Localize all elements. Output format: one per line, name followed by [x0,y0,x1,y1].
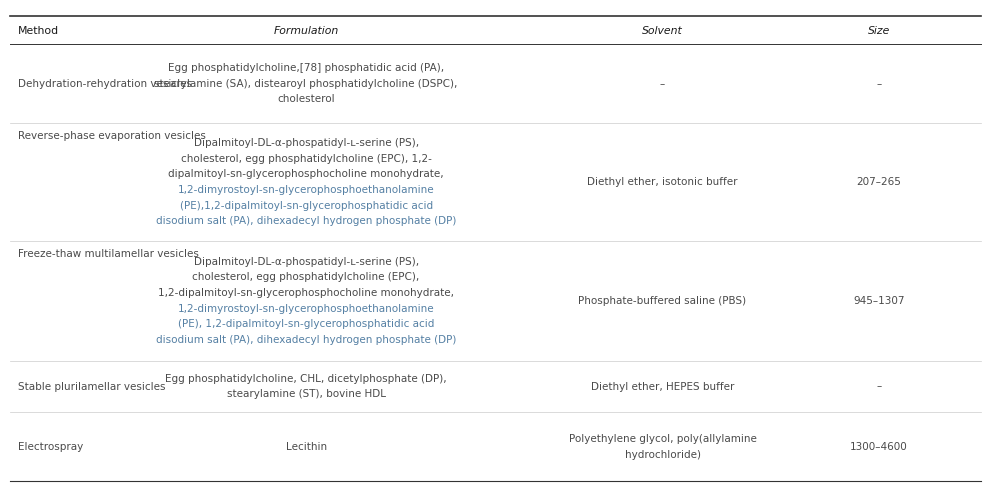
Text: cholesterol: cholesterol [277,94,335,104]
Text: –: – [876,79,882,89]
Text: –: – [660,79,665,89]
Text: disodium salt (PA), dihexadecyl hydrogen phosphate (DP): disodium salt (PA), dihexadecyl hydrogen… [156,335,456,345]
Text: Egg phosphatidylcholine,[78] phosphatidic acid (PA),: Egg phosphatidylcholine,[78] phosphatidi… [168,63,444,73]
Text: Stable plurilamellar vesicles: Stable plurilamellar vesicles [18,382,165,392]
Text: Egg phosphatidylcholine, CHL, dicetylphosphate (DP),: Egg phosphatidylcholine, CHL, dicetylpho… [165,374,447,384]
Text: disodium salt (PA), dihexadecyl hydrogen phosphate (DP): disodium salt (PA), dihexadecyl hydrogen… [156,216,456,226]
Text: Phosphate-buffered saline (PBS): Phosphate-buffered saline (PBS) [579,296,746,306]
Text: 1300–4600: 1300–4600 [850,442,908,452]
Text: Diethyl ether, HEPES buffer: Diethyl ether, HEPES buffer [591,382,734,392]
Text: 945–1307: 945–1307 [853,296,905,306]
Text: Freeze-thaw multilamellar vesicles: Freeze-thaw multilamellar vesicles [18,248,198,259]
Text: stearylamine (ST), bovine HDL: stearylamine (ST), bovine HDL [227,389,385,400]
Text: stearylamine (SA), distearoyl phosphatidylcholine (DSPC),: stearylamine (SA), distearoyl phosphatid… [155,79,458,89]
Text: (PE), 1,2-dipalmitoyl-sn-glycerophosphatidic acid: (PE), 1,2-dipalmitoyl-sn-glycerophosphat… [178,319,434,330]
Text: dipalmitoyl-sn-glycerophosphocholine monohydrate,: dipalmitoyl-sn-glycerophosphocholine mon… [168,169,444,179]
Text: Method: Method [18,27,58,36]
Text: –: – [876,382,882,392]
Text: 207–265: 207–265 [856,177,902,187]
Text: Size: Size [868,27,890,36]
Text: 1,2-dimyrostoyl-sn-glycerophosphoethanolamine: 1,2-dimyrostoyl-sn-glycerophosphoethanol… [177,185,434,195]
Text: cholesterol, egg phosphatidylcholine (EPC),: cholesterol, egg phosphatidylcholine (EP… [192,273,420,282]
Text: cholesterol, egg phosphatidylcholine (EPC), 1,2-: cholesterol, egg phosphatidylcholine (EP… [180,154,431,164]
Text: 1,2-dipalmitoyl-sn-glycerophosphocholine monohydrate,: 1,2-dipalmitoyl-sn-glycerophosphocholine… [159,288,454,298]
Text: Lecithin: Lecithin [285,442,327,452]
Text: Dipalmitoyl-DL-α-phospatidyl-ʟ-serine (PS),: Dipalmitoyl-DL-α-phospatidyl-ʟ-serine (P… [193,138,418,148]
Text: Formulation: Formulation [274,27,339,36]
Text: Electrospray: Electrospray [18,442,83,452]
Text: (PE),1,2-dipalmitoyl-sn-glycerophosphatidic acid: (PE),1,2-dipalmitoyl-sn-glycerophosphati… [179,201,433,211]
Text: hydrochloride): hydrochloride) [624,450,701,460]
Text: Solvent: Solvent [642,27,683,36]
Text: Dehydration-rehydration vesicles: Dehydration-rehydration vesicles [18,79,191,89]
Text: Diethyl ether, isotonic buffer: Diethyl ether, isotonic buffer [588,177,737,187]
Text: 1,2-dimyrostoyl-sn-glycerophosphoethanolamine: 1,2-dimyrostoyl-sn-glycerophosphoethanol… [177,304,434,314]
Text: Reverse-phase evaporation vesicles: Reverse-phase evaporation vesicles [18,130,205,141]
Text: Dipalmitoyl-DL-α-phospatidyl-ʟ-serine (PS),: Dipalmitoyl-DL-α-phospatidyl-ʟ-serine (P… [193,257,418,267]
Text: Polyethylene glycol, poly(allylamine: Polyethylene glycol, poly(allylamine [569,434,756,444]
